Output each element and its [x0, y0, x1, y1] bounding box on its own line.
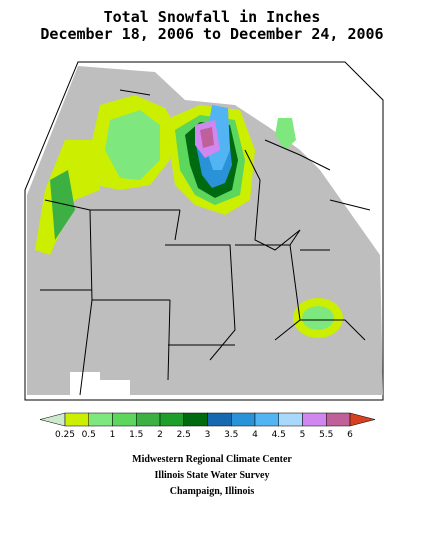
legend-label: 6 [347, 430, 353, 440]
legend-label: 1.5 [129, 430, 143, 440]
legend-swatch [183, 412, 208, 427]
snow-area [302, 306, 334, 330]
legend-arrow [39, 412, 66, 427]
legend-label: 4.5 [272, 430, 286, 440]
title-line: Total Snowfall in Inches [104, 8, 321, 26]
legend-swatch [112, 412, 137, 427]
credit: Champaign, Illinois [170, 486, 255, 497]
legend-label: 0.25 [55, 430, 75, 440]
legend-label: 0.5 [82, 430, 96, 440]
legend-swatch [88, 412, 113, 427]
legend-label: 2 [157, 430, 163, 440]
legend-swatch [326, 412, 351, 427]
credit: Illinois State Water Survey [155, 470, 270, 481]
title-line: December 18, 2006 to December 24, 2006 [40, 25, 383, 43]
legend-swatch [64, 412, 89, 427]
legend-label: 3.5 [224, 430, 238, 440]
legend-label: 3 [205, 430, 211, 440]
map [24, 61, 384, 401]
snow-area [50, 170, 75, 240]
legend-swatch [231, 412, 256, 427]
legend-label: 1 [110, 430, 116, 440]
state-border [40, 89, 366, 396]
legend-label: 5.5 [319, 430, 333, 440]
legend-label: 4 [252, 430, 258, 440]
legend-swatch [207, 412, 232, 427]
coastline [244, 139, 371, 251]
legend-arrow [349, 412, 376, 427]
legend-swatch [254, 412, 279, 427]
legend-swatch [159, 412, 184, 427]
snow-area [105, 110, 160, 180]
snow-area [275, 118, 296, 150]
snow-area [200, 127, 214, 148]
legend-swatch [302, 412, 327, 427]
legend-swatch [136, 412, 161, 427]
legend-swatch [278, 412, 303, 427]
legend-label: 5 [300, 430, 306, 440]
credit: Midwestern Regional Climate Center [132, 454, 292, 465]
legend: 0.25 0.5 1 1.5 2 2.5 3 3.5 4 4.5 5 5.5 6 [39, 412, 376, 440]
legend-label: 2.5 [177, 430, 191, 440]
